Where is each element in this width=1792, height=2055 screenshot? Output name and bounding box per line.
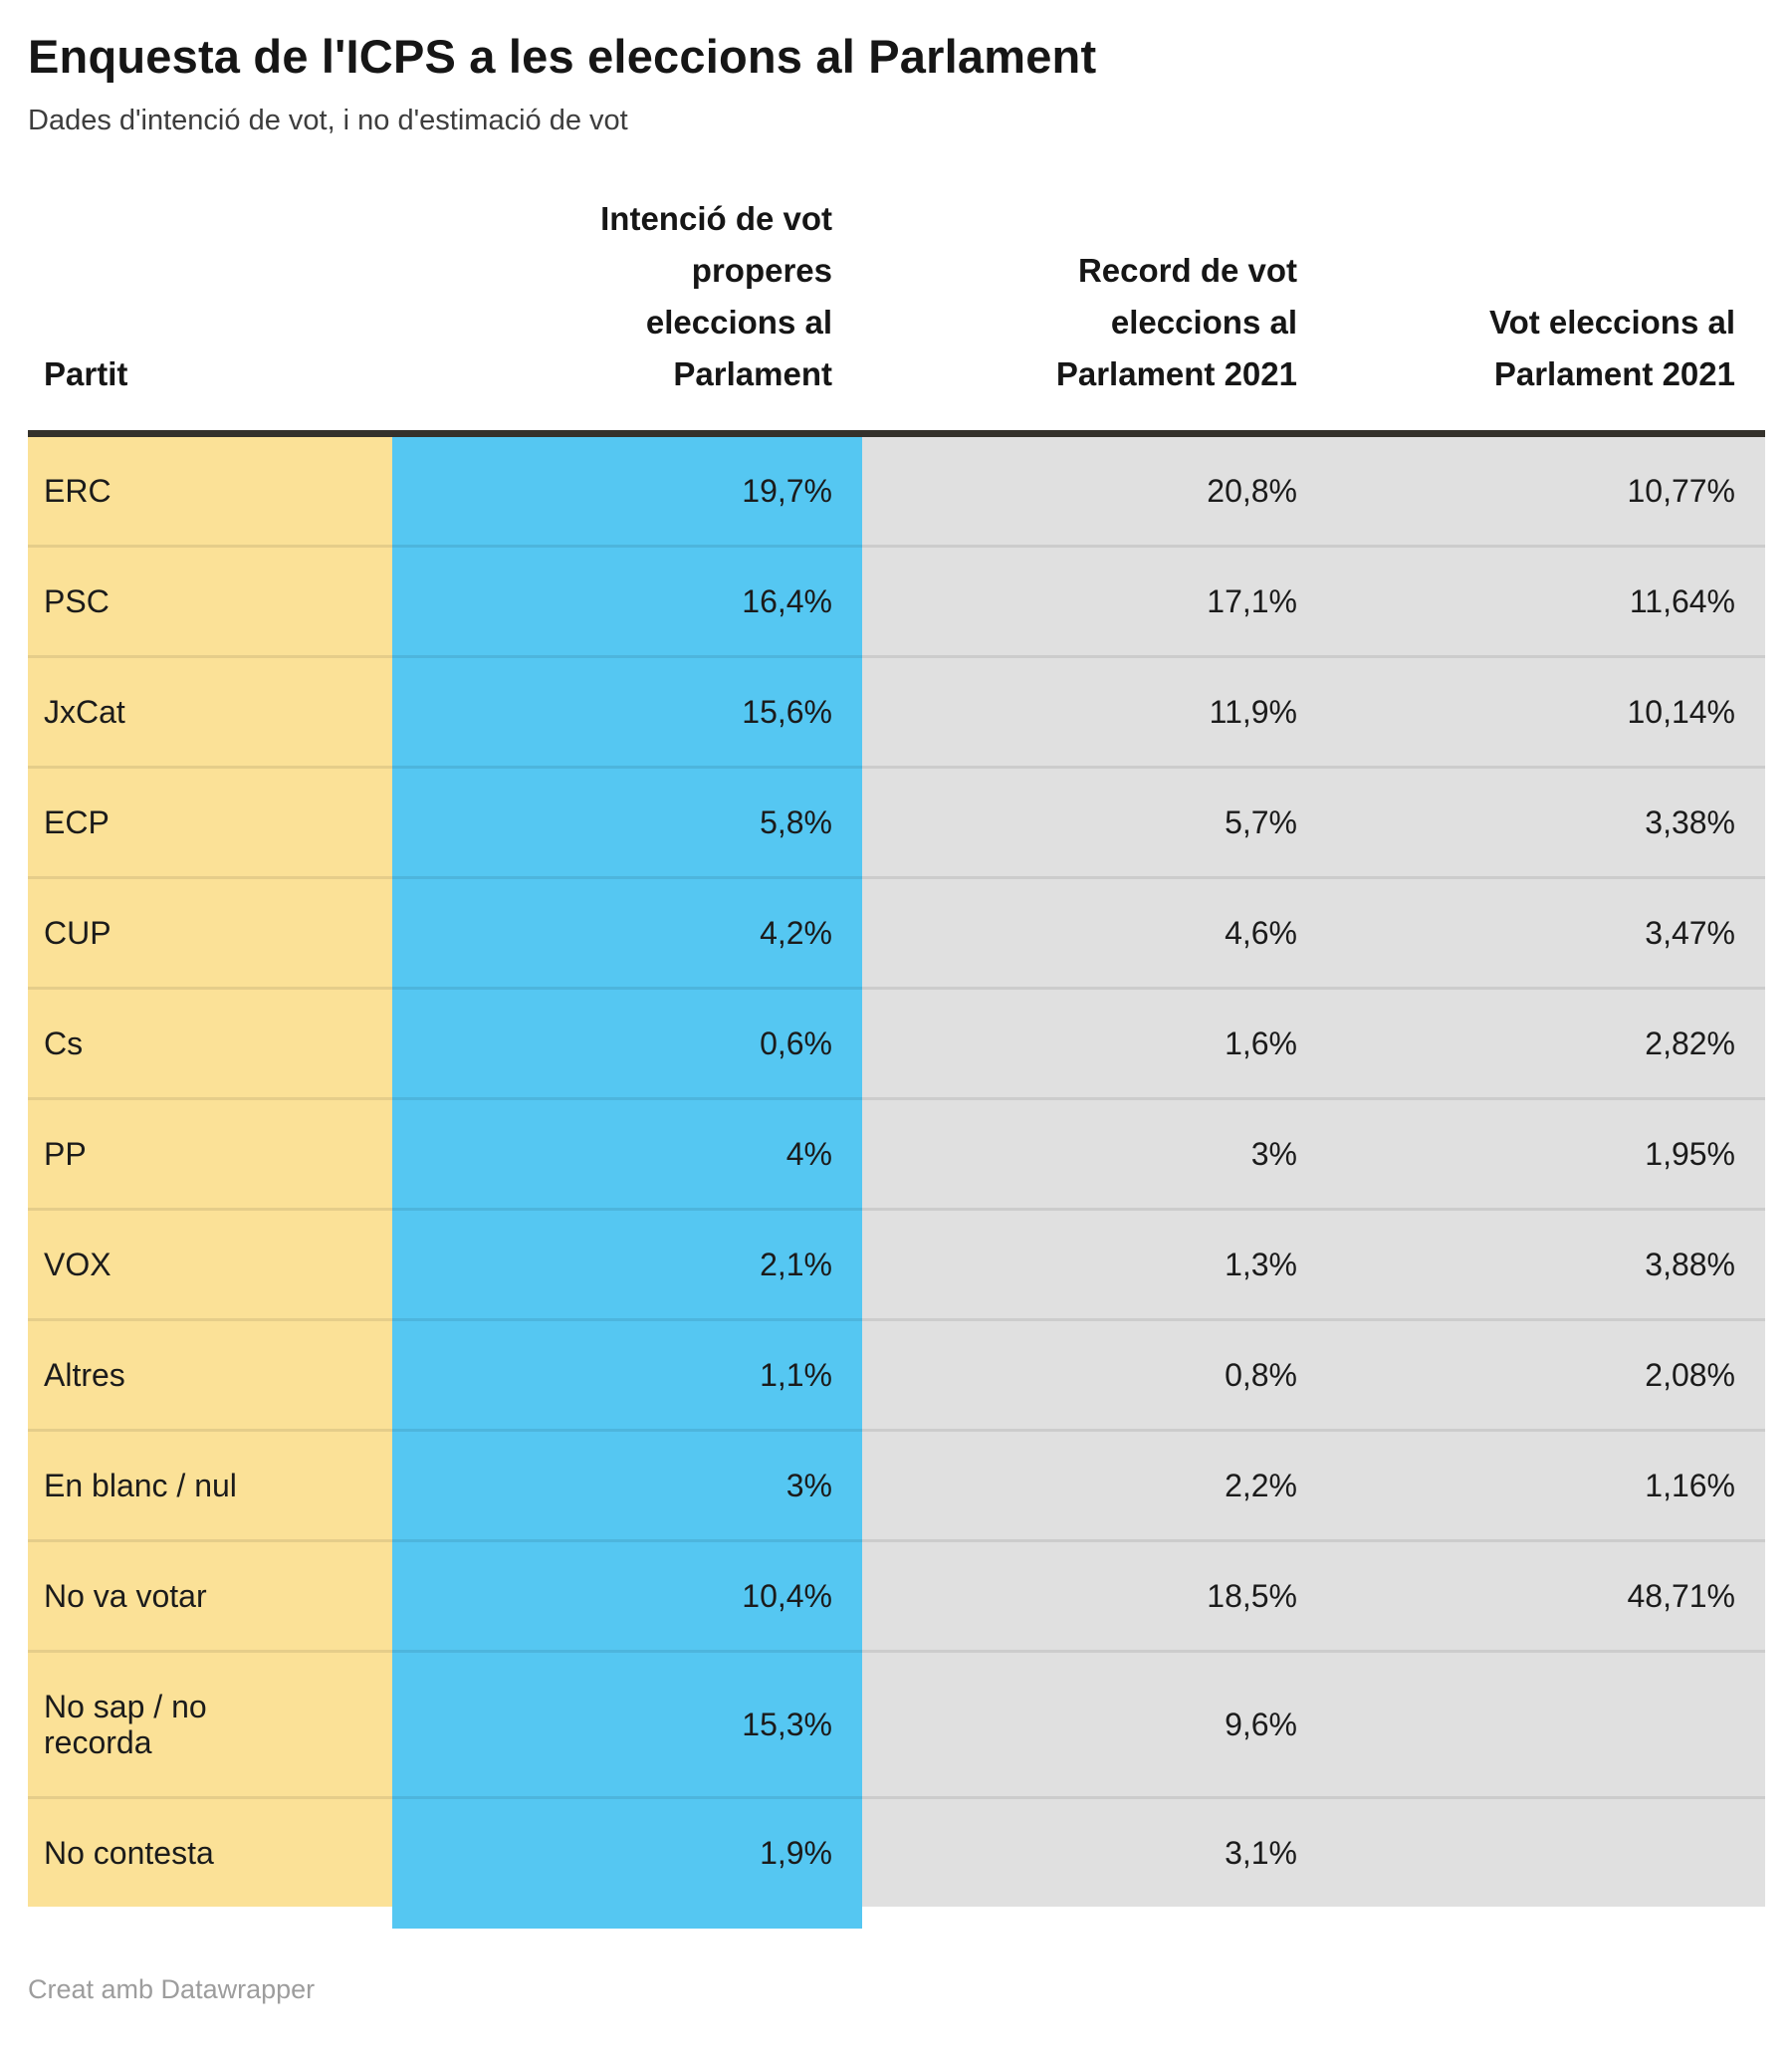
table-body: ERC 19,7% 20,8% 10,77% PSC 16,4% 17,1% 1… bbox=[28, 433, 1765, 1908]
table-row: No va votar 10,4% 18,5% 48,71% bbox=[28, 1539, 1765, 1652]
cell-vot2021: 1,95% bbox=[1327, 1097, 1765, 1210]
cell-intencio: 5,8% bbox=[392, 766, 862, 878]
cell-intencio: 16,4% bbox=[392, 545, 862, 657]
cell-partit: En blanc / nul bbox=[28, 1429, 392, 1541]
cell-record: 1,3% bbox=[862, 1208, 1327, 1320]
cell-partit: Cs bbox=[28, 987, 392, 1099]
cell-record: 3,1% bbox=[862, 1796, 1327, 1908]
table-row: PSC 16,4% 17,1% 11,64% bbox=[28, 545, 1765, 657]
cell-intencio: 15,3% bbox=[392, 1650, 862, 1798]
header-row: Partit Intenció de vot properes eleccion… bbox=[28, 193, 1765, 438]
column-header-record: Record de vot eleccions al Parlament 202… bbox=[862, 193, 1327, 438]
datawrapper-credit-link[interactable]: Creat amb Datawrapper bbox=[28, 1974, 316, 2005]
cell-record: 0,8% bbox=[862, 1318, 1327, 1431]
cell-vot2021: 2,82% bbox=[1327, 987, 1765, 1099]
cell-partit: ERC bbox=[28, 433, 392, 547]
page-subtitle: Dades d'intenció de vot, i no d'estimaci… bbox=[28, 105, 628, 137]
cell-record: 17,1% bbox=[862, 545, 1327, 657]
cell-intencio: 1,9% bbox=[392, 1796, 862, 1908]
cell-partit: CUP bbox=[28, 876, 392, 989]
cell-vot2021: 10,14% bbox=[1327, 655, 1765, 768]
cell-vot2021: 3,88% bbox=[1327, 1208, 1765, 1320]
cell-record: 20,8% bbox=[862, 433, 1327, 547]
cell-vot2021: 3,38% bbox=[1327, 766, 1765, 878]
cell-intencio: 4,2% bbox=[392, 876, 862, 989]
cell-record: 4,6% bbox=[862, 876, 1327, 989]
cell-record: 5,7% bbox=[862, 766, 1327, 878]
cell-partit: ECP bbox=[28, 766, 392, 878]
cell-record: 18,5% bbox=[862, 1539, 1327, 1652]
table-row: VOX 2,1% 1,3% 3,88% bbox=[28, 1208, 1765, 1320]
cell-record: 11,9% bbox=[862, 655, 1327, 768]
cell-vot2021: 2,08% bbox=[1327, 1318, 1765, 1431]
cell-intencio: 15,6% bbox=[392, 655, 862, 768]
cell-vot2021 bbox=[1327, 1796, 1765, 1908]
cell-record: 2,2% bbox=[862, 1429, 1327, 1541]
table-row: ECP 5,8% 5,7% 3,38% bbox=[28, 766, 1765, 878]
footer: Creat amb Datawrapper bbox=[28, 1974, 1765, 2005]
party-label: Altres bbox=[44, 1357, 125, 1394]
table-row: No contesta 1,9% 3,1% bbox=[28, 1796, 1765, 1908]
cell-intencio: 1,1% bbox=[392, 1318, 862, 1431]
party-label: En blanc / nul bbox=[44, 1468, 237, 1504]
party-label: No contesta bbox=[44, 1835, 214, 1872]
party-label: CUP bbox=[44, 915, 112, 952]
table-row: CUP 4,2% 4,6% 3,47% bbox=[28, 876, 1765, 989]
party-label: Cs bbox=[44, 1026, 84, 1062]
column-header-intencio-label: Intenció de vot properes eleccions al Pa… bbox=[600, 200, 832, 393]
table-row: JxCat 15,6% 11,9% 10,14% bbox=[28, 655, 1765, 768]
cell-intencio: 2,1% bbox=[392, 1208, 862, 1320]
party-label: ECP bbox=[44, 804, 110, 841]
page-title: Enquesta de l'ICPS a les eleccions al Pa… bbox=[28, 30, 1097, 83]
table-row: En blanc / nul 3% 2,2% 1,16% bbox=[28, 1429, 1765, 1541]
cell-intencio: 19,7% bbox=[392, 433, 862, 547]
column-header-record-label: Record de vot eleccions al Parlament 202… bbox=[1055, 252, 1297, 393]
cell-intencio: 4% bbox=[392, 1097, 862, 1210]
column-header-vot2021-label: Vot eleccions al Parlament 2021 bbox=[1489, 304, 1735, 393]
cell-record: 9,6% bbox=[862, 1650, 1327, 1798]
column-header-intencio: Intenció de vot properes eleccions al Pa… bbox=[392, 193, 862, 438]
cell-partit: PSC bbox=[28, 545, 392, 657]
column-header-partit: Partit bbox=[28, 193, 392, 438]
table-header: Partit Intenció de vot properes eleccion… bbox=[28, 193, 1765, 438]
highlight-column-tail bbox=[392, 1907, 862, 1930]
cell-vot2021 bbox=[1327, 1650, 1765, 1798]
cell-partit: No va votar bbox=[28, 1539, 392, 1652]
party-label: PSC bbox=[44, 583, 110, 620]
table-row: No sap / no recorda 15,3% 9,6% bbox=[28, 1650, 1765, 1798]
cell-partit: PP bbox=[28, 1097, 392, 1210]
poll-results-table: Partit Intenció de vot properes eleccion… bbox=[28, 193, 1765, 1908]
cell-partit: VOX bbox=[28, 1208, 392, 1320]
party-label: ERC bbox=[44, 473, 112, 510]
cell-intencio: 0,6% bbox=[392, 987, 862, 1099]
cell-vot2021: 10,77% bbox=[1327, 433, 1765, 547]
cell-intencio: 3% bbox=[392, 1429, 862, 1541]
party-label: VOX bbox=[44, 1247, 112, 1283]
cell-partit: Altres bbox=[28, 1318, 392, 1431]
cell-partit: JxCat bbox=[28, 655, 392, 768]
cell-record: 3% bbox=[862, 1097, 1327, 1210]
column-header-vot2021: Vot eleccions al Parlament 2021 bbox=[1327, 193, 1765, 438]
cell-intencio: 10,4% bbox=[392, 1539, 862, 1652]
party-label: PP bbox=[44, 1136, 87, 1173]
cell-vot2021: 48,71% bbox=[1327, 1539, 1765, 1652]
cell-partit: No contesta bbox=[28, 1796, 392, 1908]
cell-vot2021: 3,47% bbox=[1327, 876, 1765, 989]
table-row: Altres 1,1% 0,8% 2,08% bbox=[28, 1318, 1765, 1431]
party-label: No sap / no recorda bbox=[44, 1689, 207, 1761]
cell-record: 1,6% bbox=[862, 987, 1327, 1099]
cell-vot2021: 11,64% bbox=[1327, 545, 1765, 657]
table-row: Cs 0,6% 1,6% 2,82% bbox=[28, 987, 1765, 1099]
table-row: PP 4% 3% 1,95% bbox=[28, 1097, 1765, 1210]
cell-partit: No sap / no recorda bbox=[28, 1650, 392, 1798]
party-label: JxCat bbox=[44, 694, 125, 731]
table-row: ERC 19,7% 20,8% 10,77% bbox=[28, 433, 1765, 547]
cell-vot2021: 1,16% bbox=[1327, 1429, 1765, 1541]
party-label: No va votar bbox=[44, 1578, 207, 1615]
